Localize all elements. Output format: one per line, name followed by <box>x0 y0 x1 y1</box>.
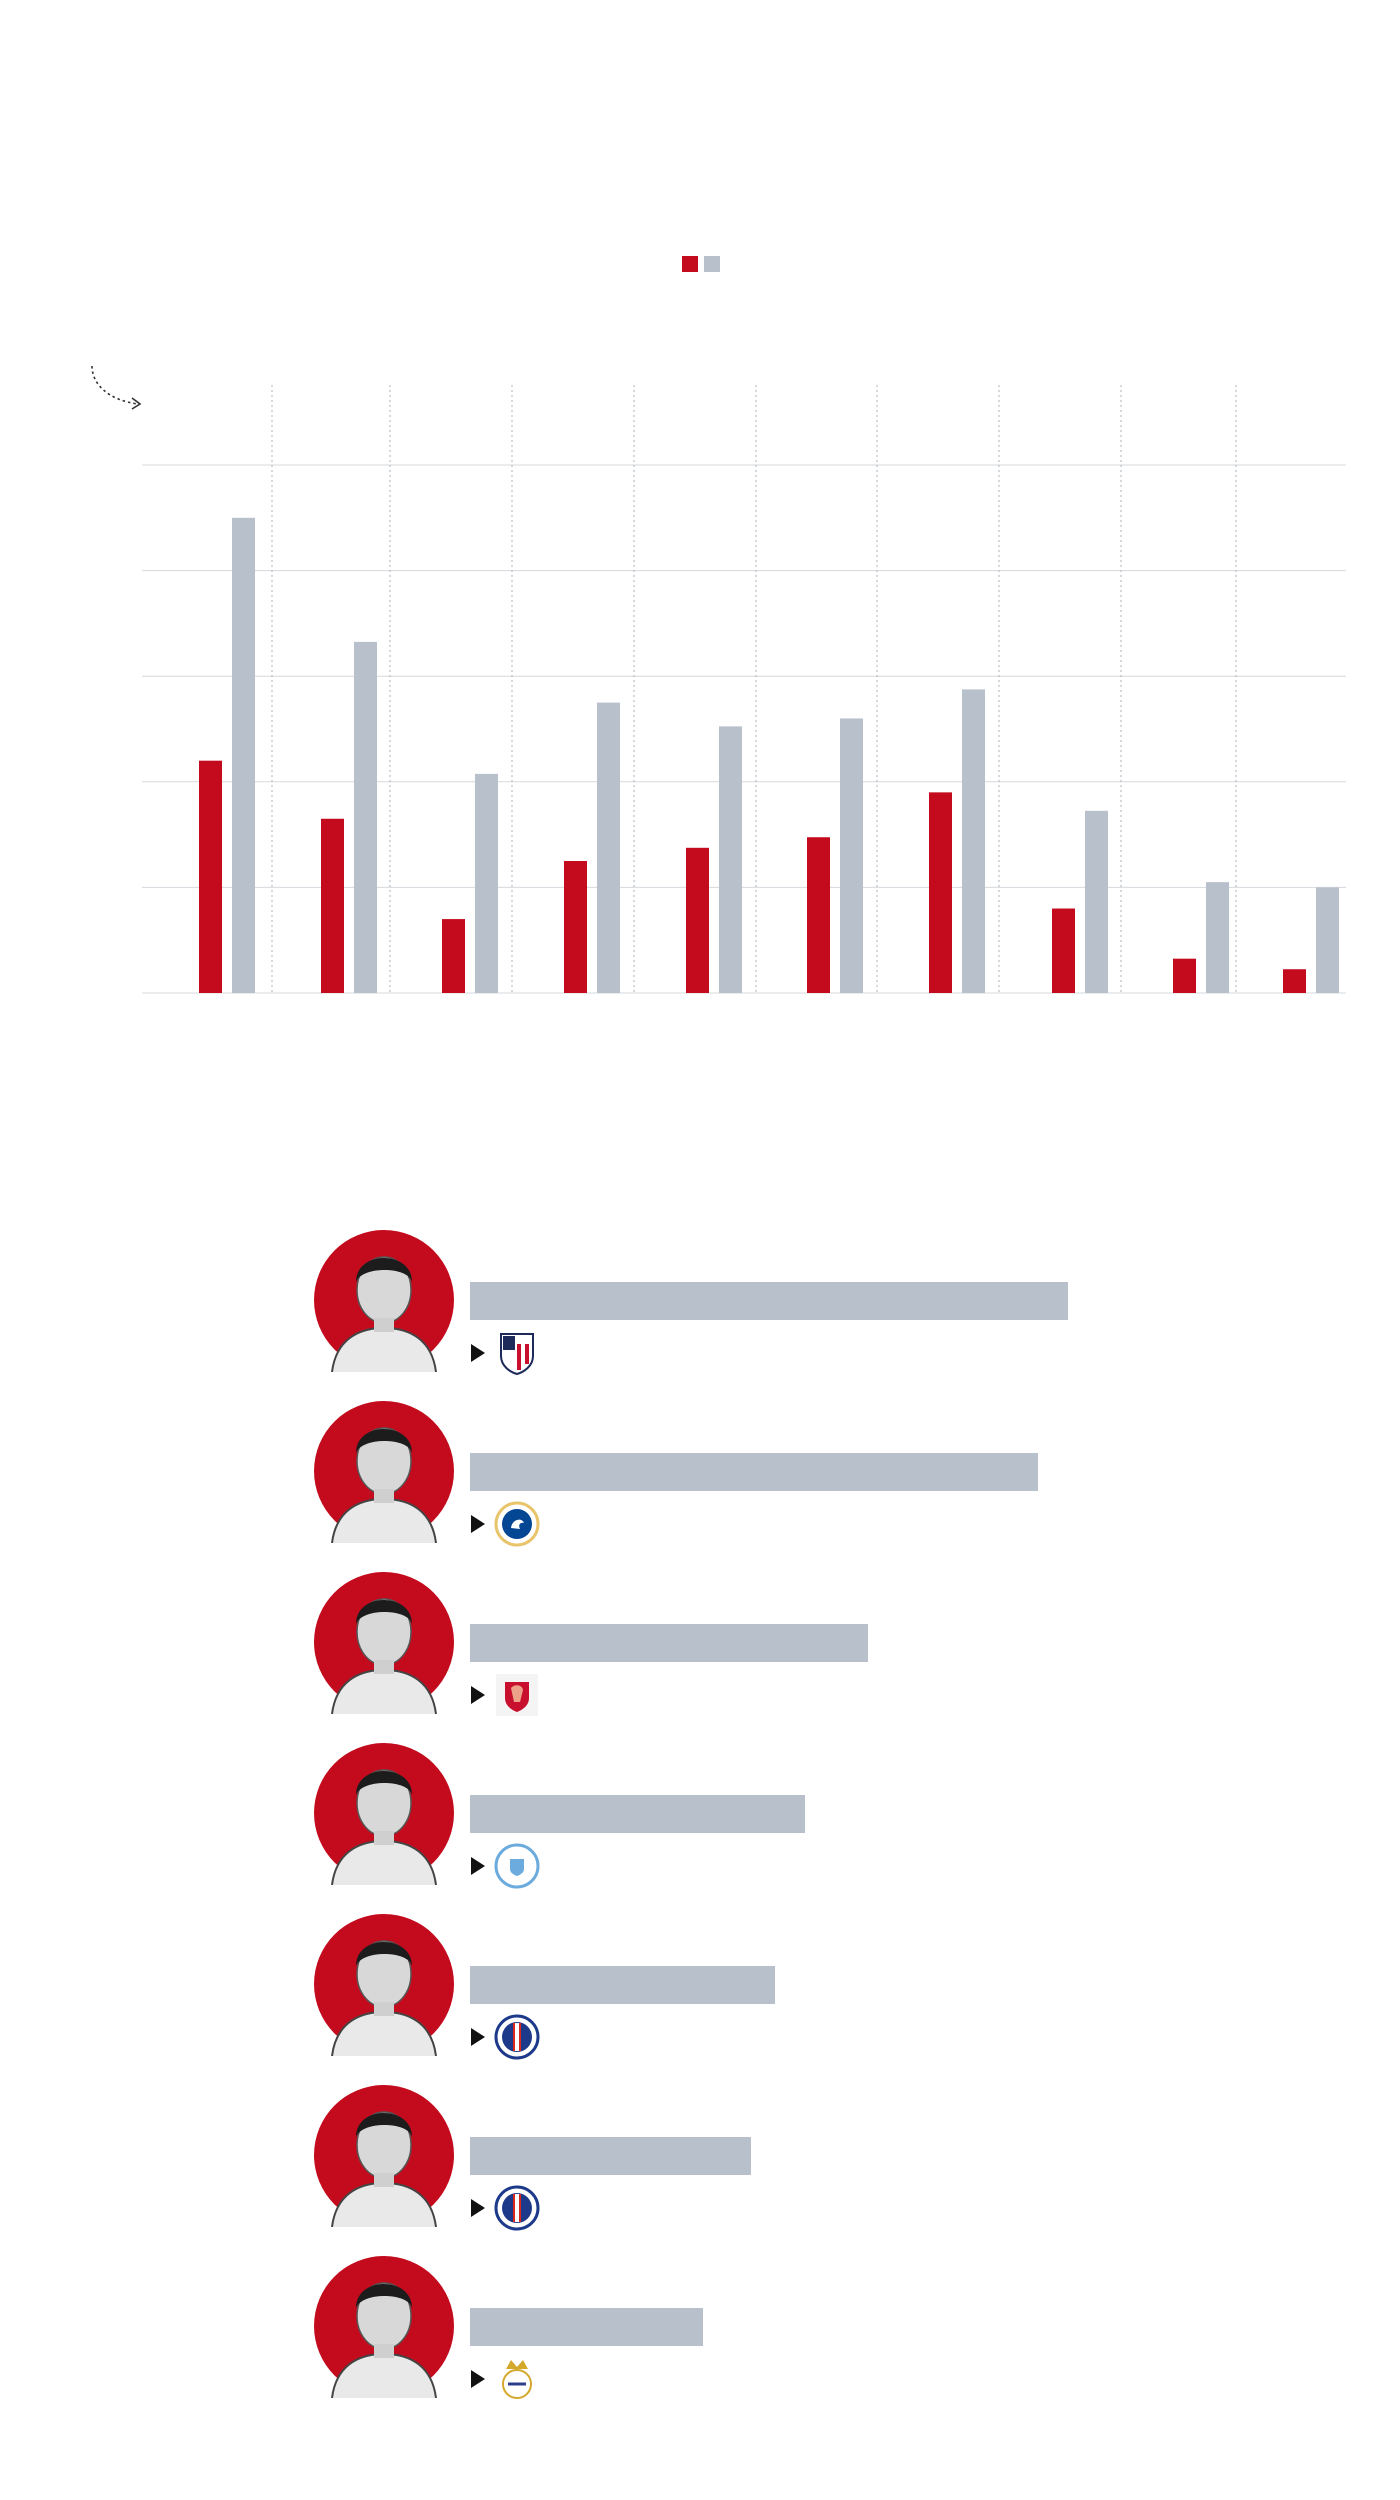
player-portrait-icon <box>314 1914 454 2056</box>
bar-series-a <box>686 847 709 993</box>
play-triangle-icon <box>471 1857 485 1875</box>
player-value-bar <box>470 1624 868 1662</box>
bar-series-a <box>564 861 587 993</box>
bar-series-b <box>962 689 985 993</box>
player-value-bar <box>470 1966 775 2004</box>
player-portrait-icon <box>314 1572 454 1714</box>
psg-crest-icon <box>494 2014 540 2060</box>
club-row <box>470 1330 540 1376</box>
player-row <box>312 1733 1212 1889</box>
player-value-bar <box>470 1282 1068 1320</box>
bar-series-a <box>1283 969 1306 993</box>
player-value-bar <box>470 2137 752 2175</box>
bar-series-b <box>840 718 863 993</box>
bar-series-b <box>354 641 377 993</box>
club-row <box>470 1672 540 1718</box>
club-row <box>470 2185 540 2231</box>
club-row <box>470 2014 540 2060</box>
bar-series-a <box>1173 958 1196 993</box>
curved-arrow-icon <box>91 365 142 410</box>
play-triangle-icon <box>471 1344 485 1362</box>
player-portrait-icon <box>314 1743 454 1885</box>
play-triangle-icon <box>471 1515 485 1533</box>
player-row <box>312 2246 1212 2399</box>
liverpool-crest-icon <box>496 1674 538 1716</box>
player-portrait-icon <box>314 1401 454 1543</box>
bar-series-a <box>807 837 830 993</box>
bar-series-a <box>1052 908 1075 993</box>
club-row <box>470 1501 540 1547</box>
player-row <box>312 1391 1212 1547</box>
atletico-madrid-crest-icon <box>500 1333 534 1376</box>
bar-series-b <box>1085 810 1108 993</box>
bar-series-b <box>232 517 255 993</box>
legend-swatch-series-a <box>682 256 698 272</box>
bar-series-b <box>597 702 620 993</box>
play-triangle-icon <box>471 2199 485 2217</box>
legend-swatch-series-b <box>704 256 720 272</box>
bar-series-b <box>1316 887 1339 993</box>
player-row <box>312 2075 1212 2231</box>
play-triangle-icon <box>471 1686 485 1704</box>
manchester-city-crest-icon <box>494 1843 540 1889</box>
player-row <box>312 1904 1212 2060</box>
bar-series-a <box>321 818 344 993</box>
player-row <box>312 1220 1212 1376</box>
bar-series-b <box>475 773 498 993</box>
bar-series-a <box>929 792 952 993</box>
real-madrid-crest-icon <box>502 2360 532 2399</box>
player-value-bar <box>470 2308 704 2346</box>
bar-series-b <box>1206 882 1229 993</box>
player-portrait-icon <box>314 2256 454 2398</box>
play-triangle-icon <box>471 2028 485 2046</box>
club-row <box>470 2356 540 2402</box>
player-value-bar <box>470 1795 805 1833</box>
player-portrait-icon <box>314 1230 454 1372</box>
bar-series-b <box>719 726 742 993</box>
chelsea-crest-icon <box>494 1501 540 1547</box>
club-row <box>470 1843 540 1889</box>
player-value-bar <box>470 1453 1039 1491</box>
player-portrait-icon <box>314 2085 454 2227</box>
bar-series-a <box>442 919 465 993</box>
play-triangle-icon <box>471 2370 485 2388</box>
psg-crest-icon <box>494 2185 540 2231</box>
bar-chart <box>142 385 1346 994</box>
chart-legend <box>682 256 720 272</box>
player-row <box>312 1562 1212 1716</box>
bar-series-a <box>199 760 222 993</box>
